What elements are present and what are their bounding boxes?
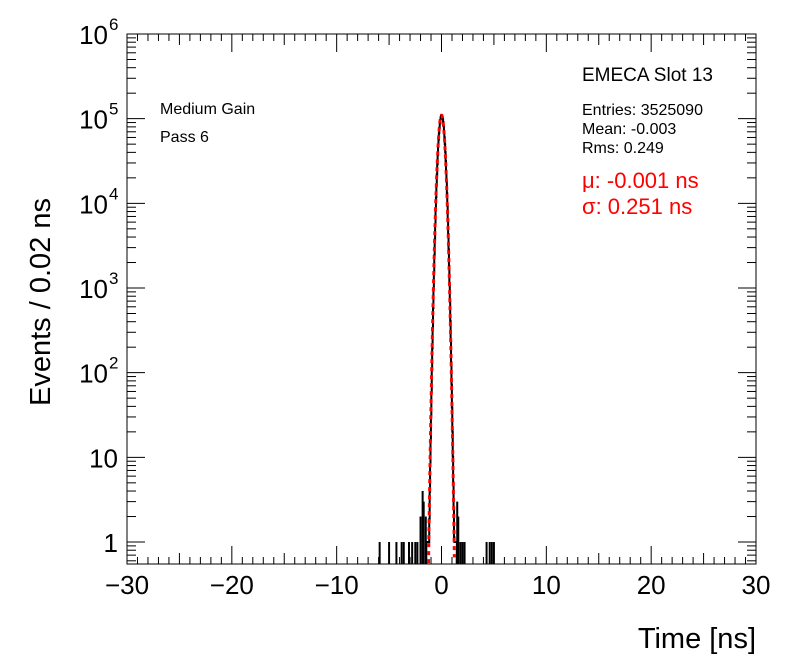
y-tick-exponent: 2 xyxy=(109,354,118,373)
x-tick-label: 20 xyxy=(637,570,666,600)
pass-label: Pass 6 xyxy=(160,129,209,146)
y-tick-label: 10 xyxy=(79,274,108,304)
y-tick-exponent: 4 xyxy=(109,184,118,203)
y-tick-label: 1 xyxy=(104,528,118,558)
y-tick-label: 10 xyxy=(79,189,108,219)
slot-label: EMECA Slot 13 xyxy=(582,65,713,86)
x-tick-label: 0 xyxy=(434,570,448,600)
x-tick-label: −20 xyxy=(210,570,254,600)
y-tick-exponent: 5 xyxy=(109,100,118,119)
mean-stat: Mean: -0.003 xyxy=(582,121,676,138)
axis-ticks xyxy=(126,33,757,564)
y-tick-exponent: 3 xyxy=(109,269,118,288)
x-tick-label: −10 xyxy=(315,570,359,600)
histogram-tail-bins xyxy=(378,491,495,564)
plot-frame xyxy=(126,33,757,565)
x-tick-labels: −30 −20 −10 0 10 20 30 xyxy=(105,570,771,600)
gain-label: Medium Gain xyxy=(160,101,255,118)
y-tick-exponent: 6 xyxy=(109,15,118,34)
x-tick-label: −30 xyxy=(105,570,149,600)
fit-mu-label: μ: -0.001 ns xyxy=(582,168,699,193)
y-tick-label: 10 xyxy=(79,20,108,50)
entries-stat: Entries: 3525090 xyxy=(582,102,703,119)
x-tick-label: 10 xyxy=(532,570,561,600)
fit-sigma-label: σ: 0.251 ns xyxy=(582,194,692,219)
y-tick-label: 10 xyxy=(89,443,118,473)
y-tick-label: 10 xyxy=(79,359,108,389)
y-tick-label: 10 xyxy=(79,105,108,135)
gaussian-fit-curve xyxy=(427,113,456,564)
x-tick-label: 30 xyxy=(742,570,771,600)
rms-stat: Rms: 0.249 xyxy=(582,140,664,157)
y-axis-label: Events / 0.02 ns xyxy=(25,198,57,406)
x-axis-label: Time [ns] xyxy=(638,623,756,655)
